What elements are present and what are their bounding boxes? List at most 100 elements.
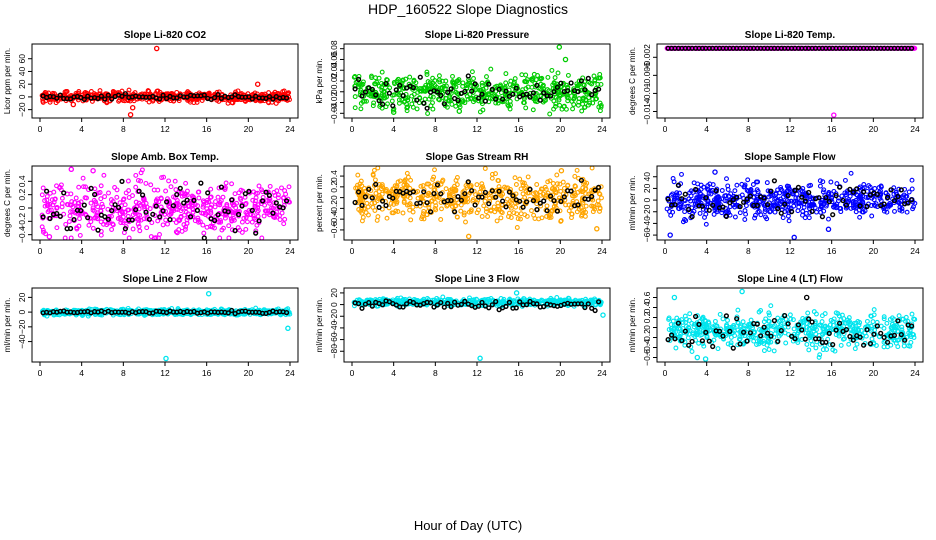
data-point bbox=[869, 213, 875, 219]
data-point bbox=[95, 95, 101, 102]
plot-frame bbox=[31, 43, 299, 119]
panel-title: Slope Li-820 CO2 bbox=[124, 30, 207, 41]
data-point bbox=[541, 90, 547, 96]
data-point bbox=[455, 97, 461, 104]
outlier-point bbox=[68, 166, 75, 173]
data-point bbox=[259, 235, 265, 241]
data-point bbox=[256, 183, 262, 189]
data-point bbox=[436, 73, 442, 79]
data-point bbox=[204, 200, 210, 205]
data-point bbox=[360, 79, 366, 85]
x-tick-label: 4 bbox=[79, 368, 84, 378]
data-point bbox=[177, 185, 183, 191]
data-point bbox=[568, 80, 574, 86]
data-point bbox=[417, 200, 423, 206]
data-point bbox=[443, 186, 449, 192]
data-point bbox=[137, 228, 143, 234]
data-point bbox=[468, 96, 474, 102]
data-point bbox=[275, 195, 281, 201]
data-point bbox=[266, 195, 272, 201]
x-tick-label: 24 bbox=[285, 246, 295, 256]
data-point bbox=[229, 181, 235, 187]
x-tick-label: 24 bbox=[597, 124, 607, 134]
plot-frame bbox=[31, 287, 299, 363]
data-point bbox=[217, 200, 223, 205]
data-point bbox=[207, 195, 213, 200]
data-point bbox=[133, 207, 139, 213]
y-axis-label: degrees C per min. bbox=[628, 47, 637, 115]
data-point bbox=[579, 108, 585, 114]
data-point bbox=[135, 177, 141, 183]
data-point bbox=[229, 218, 235, 224]
data-point bbox=[157, 232, 162, 237]
data-point bbox=[98, 232, 104, 238]
plot-frame bbox=[656, 43, 924, 119]
data-point bbox=[195, 203, 201, 209]
y-tick-label: −0.2 bbox=[329, 200, 339, 217]
data-point bbox=[557, 102, 563, 108]
data-point bbox=[828, 179, 834, 185]
data-point bbox=[270, 96, 276, 102]
data-point bbox=[236, 211, 242, 218]
data-point bbox=[481, 203, 487, 209]
data-point bbox=[241, 215, 247, 221]
data-point bbox=[232, 191, 238, 197]
data-point bbox=[595, 81, 601, 87]
x-tick-label: 20 bbox=[244, 368, 254, 378]
data-point bbox=[145, 88, 151, 94]
data-point bbox=[458, 208, 464, 214]
data-point bbox=[66, 219, 72, 224]
data-point bbox=[110, 221, 116, 227]
data-point bbox=[109, 96, 115, 102]
data-point bbox=[376, 204, 382, 210]
data-point bbox=[598, 81, 604, 87]
data-point bbox=[486, 201, 492, 207]
y-tick-label: 40 bbox=[642, 172, 652, 182]
data-point bbox=[463, 219, 468, 225]
data-point bbox=[471, 76, 476, 81]
data-point bbox=[88, 185, 94, 191]
data-point bbox=[523, 91, 530, 97]
data-point bbox=[129, 217, 135, 223]
data-point bbox=[238, 187, 244, 193]
data-point bbox=[404, 170, 410, 176]
y-tick-label: −0.04 bbox=[329, 102, 339, 124]
data-point bbox=[532, 95, 538, 101]
y-axis-label: percent per min. bbox=[315, 174, 324, 232]
x-tick-label: 12 bbox=[472, 246, 482, 256]
data-point bbox=[158, 204, 164, 210]
data-point bbox=[356, 76, 362, 82]
data-point bbox=[187, 97, 193, 103]
data-point bbox=[253, 228, 259, 234]
data-point bbox=[558, 188, 564, 194]
data-point bbox=[364, 98, 369, 104]
data-point bbox=[572, 173, 578, 179]
data-point bbox=[489, 175, 495, 181]
data-point bbox=[411, 78, 417, 84]
data-point bbox=[498, 215, 504, 221]
data-point bbox=[57, 185, 62, 191]
figure-title: HDP_160522 Slope Diagnostics bbox=[367, 1, 568, 17]
data-point bbox=[181, 193, 187, 199]
data-point bbox=[723, 213, 729, 219]
data-point bbox=[280, 205, 286, 211]
data-point bbox=[356, 73, 362, 79]
data-point bbox=[455, 194, 461, 200]
data-point bbox=[410, 209, 416, 215]
data-point bbox=[563, 106, 569, 112]
data-point bbox=[578, 78, 584, 84]
data-point bbox=[223, 180, 229, 186]
data-point bbox=[558, 92, 564, 98]
data-point bbox=[59, 195, 65, 201]
data-point bbox=[165, 221, 170, 227]
data-point bbox=[250, 213, 256, 219]
y-tick-label: −20 bbox=[642, 204, 652, 219]
data-point bbox=[153, 198, 159, 204]
data-point bbox=[800, 212, 805, 218]
data-point bbox=[184, 192, 190, 198]
data-point bbox=[284, 95, 290, 101]
panel-title: Slope Sample Flow bbox=[744, 152, 835, 163]
data-point bbox=[806, 189, 812, 196]
